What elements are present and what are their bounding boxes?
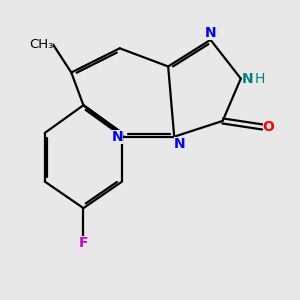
Text: N: N: [112, 130, 123, 144]
Text: F: F: [79, 236, 88, 250]
Text: H: H: [255, 72, 265, 86]
Text: O: O: [262, 120, 274, 134]
Text: N: N: [242, 72, 253, 86]
Text: N: N: [174, 137, 186, 151]
Text: CH₃: CH₃: [29, 38, 53, 51]
Text: N: N: [205, 26, 216, 40]
